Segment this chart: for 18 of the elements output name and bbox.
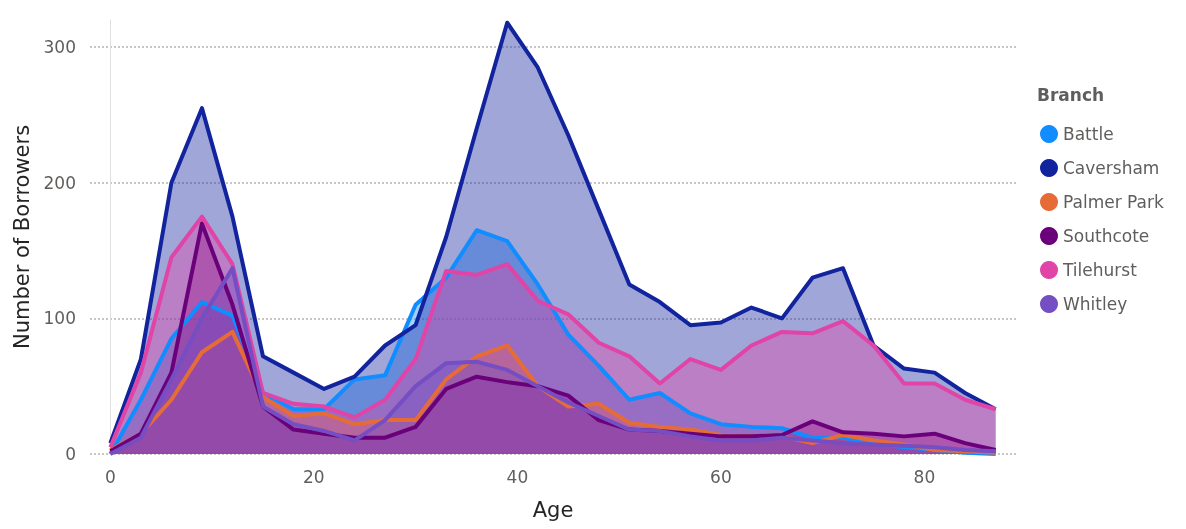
y-tick-label: 0 bbox=[65, 444, 76, 464]
x-tick-label: 0 bbox=[104, 466, 116, 487]
x-axis-title: Age bbox=[532, 497, 574, 522]
legend-title: Branch bbox=[1037, 84, 1105, 105]
y-tick-label: 300 bbox=[43, 37, 76, 58]
legend-label: Tilehurst bbox=[1062, 260, 1138, 280]
legend-label: Whitley bbox=[1063, 294, 1128, 314]
legend-label: Palmer Park bbox=[1063, 192, 1164, 212]
x-tick-label: 40 bbox=[506, 466, 529, 487]
x-tick-label: 60 bbox=[710, 466, 732, 487]
legend-label: Caversham bbox=[1063, 158, 1160, 178]
y-axis-title: Number of Borrowers bbox=[9, 124, 34, 350]
legend-label: Battle bbox=[1063, 124, 1114, 144]
y-tick-label: 200 bbox=[43, 172, 76, 193]
legend-label: Southcote bbox=[1063, 226, 1150, 246]
x-tick-label: 20 bbox=[303, 466, 325, 487]
x-tick-label: 80 bbox=[913, 466, 936, 487]
y-tick-label: 100 bbox=[43, 308, 76, 329]
